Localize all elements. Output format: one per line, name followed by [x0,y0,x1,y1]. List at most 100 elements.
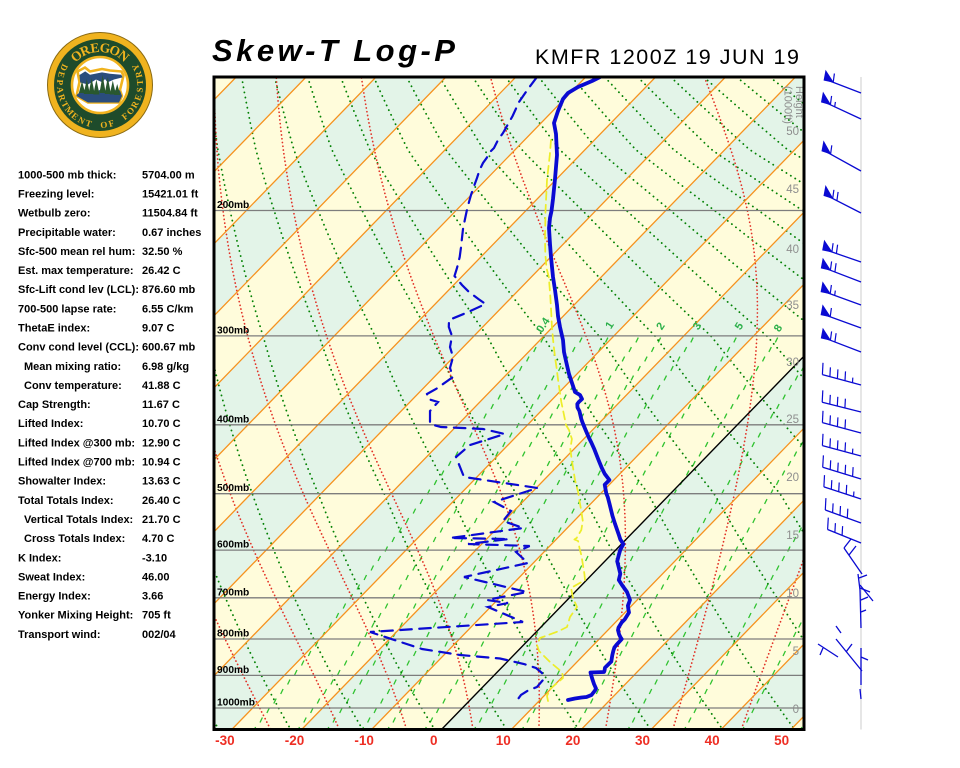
svg-text:Yonker Mixing Height:: Yonker Mixing Height: [18,610,133,622]
svg-text:3: 3 [691,321,704,333]
svg-text:1: 1 [603,320,616,332]
svg-text:15421.01 ft: 15421.01 ft [142,189,199,201]
svg-text:E: E [132,93,143,102]
svg-text:705 ft: 705 ft [142,610,171,622]
svg-text:20: 20 [786,472,799,484]
svg-text:Energy Index:: Energy Index: [18,591,91,603]
svg-text:R: R [56,93,68,103]
svg-text:40: 40 [786,244,799,256]
svg-text:D: D [58,62,70,73]
svg-text:Height: Height [793,86,805,118]
svg-text:30: 30 [786,357,799,369]
svg-text:21.70 C: 21.70 C [142,514,181,526]
svg-text:200mb: 200mb [217,200,249,211]
svg-text:-3.10: -3.10 [142,552,167,564]
svg-text:(1000ft): (1000ft) [782,86,794,124]
svg-text:Sfc-500 mean rel hum:: Sfc-500 mean rel hum: [18,246,135,258]
svg-text:Lifted Index:: Lifted Index: [18,418,83,430]
svg-text:12.90 C: 12.90 C [142,437,181,449]
svg-text:Cap Strength:: Cap Strength: [18,399,91,411]
svg-text:6.55 C/km: 6.55 C/km [142,303,194,315]
svg-text:2: 2 [654,321,667,333]
svg-text:46.00: 46.00 [142,571,170,583]
svg-text:5: 5 [793,646,799,658]
svg-text:Total Totals Index:: Total Totals Index: [18,495,114,507]
svg-text:Mean mixing ratio:: Mean mixing ratio: [24,361,121,373]
svg-text:Cross Totals Index:: Cross Totals Index: [24,533,125,545]
svg-text:Transport wind:: Transport wind: [18,629,101,641]
svg-text:26.40 C: 26.40 C [142,495,181,507]
svg-text:700-500 lapse rate:: 700-500 lapse rate: [18,303,116,315]
svg-text:30: 30 [635,733,650,748]
svg-text:Vertical Totals Index:: Vertical Totals Index: [24,514,133,526]
svg-text:50: 50 [774,733,789,748]
svg-text:700mb: 700mb [217,587,249,598]
svg-text:1000mb: 1000mb [217,698,255,709]
svg-text:O: O [100,120,108,131]
svg-text:E: E [89,40,100,56]
svg-text:11504.84 ft: 11504.84 ft [142,208,198,220]
svg-text:9.07 C: 9.07 C [142,323,174,335]
svg-text:11.67 C: 11.67 C [142,399,180,411]
svg-text:E: E [56,70,67,78]
svg-text:Conv cond level (CCL):: Conv cond level (CCL): [18,342,139,354]
svg-text:Sfc-Lift cond lev (LCL):: Sfc-Lift cond lev (LCL): [18,284,139,296]
svg-text:-10: -10 [354,733,374,748]
svg-text:5704.00 m: 5704.00 m [142,169,195,181]
svg-text:002/04: 002/04 [142,629,177,641]
svg-text:0.67 inches: 0.67 inches [142,227,201,239]
svg-text:R: R [133,70,144,79]
svg-text:300mb: 300mb [217,325,249,336]
svg-text:T: T [135,79,145,86]
svg-text:32.50 %: 32.50 % [142,246,183,258]
svg-text:26.42 C: 26.42 C [142,265,181,277]
svg-text:900mb: 900mb [217,665,249,676]
svg-text:10.70 C: 10.70 C [142,418,181,430]
svg-text:15: 15 [786,530,799,542]
svg-text:Sweat Index:: Sweat Index: [18,571,85,583]
svg-text:41.88 C: 41.88 C [142,380,181,392]
svg-text:Est. max temperature:: Est. max temperature: [18,265,134,277]
svg-text:A: A [55,86,66,94]
svg-text:800mb: 800mb [217,629,249,640]
svg-text:Showalter Index:: Showalter Index: [18,476,106,488]
svg-text:F: F [120,110,131,122]
svg-text:40: 40 [705,733,720,748]
svg-text:R: R [129,99,141,110]
svg-text:600.67 mb: 600.67 mb [142,342,195,354]
svg-text:8: 8 [772,323,785,335]
svg-text:KMFR 1200Z 19 JUN 19: KMFR 1200Z 19 JUN 19 [535,45,800,69]
svg-text:Lifted Index @700 mb:: Lifted Index @700 mb: [18,457,135,469]
svg-text:K Index:: K Index: [18,552,61,564]
svg-text:35: 35 [786,300,799,312]
svg-text:-30: -30 [215,733,235,748]
svg-text:-20: -20 [285,733,305,748]
svg-text:S: S [134,87,145,93]
svg-text:10.94 C: 10.94 C [142,457,181,469]
svg-text:25: 25 [786,414,799,426]
svg-text:T: T [59,99,71,109]
svg-text:876.60 mb: 876.60 mb [142,284,195,296]
svg-text:Conv temperature:: Conv temperature: [24,380,122,392]
svg-text:F: F [107,118,116,129]
svg-text:6.98 g/kg: 6.98 g/kg [142,361,189,373]
svg-text:Precipitable water:: Precipitable water: [18,227,116,239]
svg-text:Lifted Index @300 mb:: Lifted Index @300 mb: [18,437,135,449]
svg-text:600mb: 600mb [217,540,249,551]
svg-text:0: 0 [430,733,438,748]
svg-text:E: E [70,110,81,122]
svg-text:3.66: 3.66 [142,591,163,603]
svg-text:T: T [84,118,93,129]
svg-text:1000-500 mb thick:: 1000-500 mb thick: [18,169,116,181]
svg-text:Freezing level:: Freezing level: [18,189,94,201]
svg-text:45: 45 [786,184,799,196]
svg-text:500mb: 500mb [217,483,249,494]
svg-text:Skew-T Log-P: Skew-T Log-P [212,33,458,68]
svg-text:Y: Y [130,62,142,73]
svg-text:O: O [124,105,136,117]
svg-text:13.63 C: 13.63 C [142,476,181,488]
svg-text:20: 20 [565,733,580,748]
svg-text:4.70 C: 4.70 C [142,533,174,545]
svg-text:10: 10 [786,588,799,600]
svg-text:50: 50 [786,126,799,138]
